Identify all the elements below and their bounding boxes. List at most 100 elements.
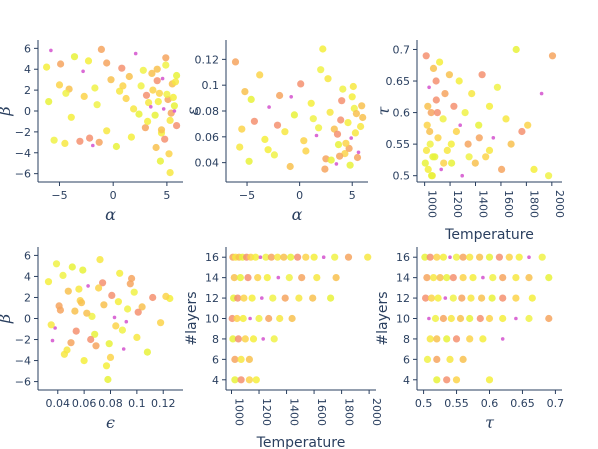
data-point: [83, 309, 91, 317]
x-tick-label: 0.5: [415, 397, 433, 410]
data-point: [298, 274, 306, 282]
data-point: [270, 335, 278, 343]
data-point: [433, 355, 441, 363]
data-point: [307, 99, 315, 107]
data-point: [485, 102, 494, 110]
data-point: [337, 116, 345, 124]
data-point: [294, 253, 302, 261]
data-point: [309, 294, 317, 302]
data-point: [256, 71, 264, 79]
data-point: [476, 253, 484, 261]
data-point: [334, 141, 343, 149]
data-point: [169, 93, 177, 101]
y-tick-label: −6: [15, 168, 31, 181]
x-tick-label: 0.1: [128, 397, 146, 410]
data-point: [241, 88, 249, 96]
data-point: [436, 274, 444, 282]
data-point: [466, 314, 474, 323]
y-tick-label: 6: [403, 353, 410, 366]
y-tick-label: 0.65: [386, 75, 411, 88]
data-point: [252, 376, 260, 384]
data-point: [97, 45, 105, 54]
data-point: [452, 376, 461, 384]
data-point: [485, 253, 494, 261]
data-point: [317, 66, 325, 74]
data-point: [452, 127, 460, 136]
y-tick-label: 4: [212, 374, 219, 387]
data-point: [166, 169, 174, 177]
data-point: [349, 82, 357, 91]
data-point: [124, 319, 129, 324]
y-tick-label: 6: [24, 249, 31, 262]
y-tick-label: 16: [205, 251, 219, 264]
data-point: [267, 105, 271, 109]
data-point: [478, 71, 486, 79]
data-point: [475, 134, 483, 142]
data-point: [426, 140, 434, 148]
data-point: [156, 157, 164, 165]
y-tick-label: −2: [15, 334, 31, 347]
data-point: [424, 102, 432, 110]
data-point: [245, 355, 253, 363]
y-tick-label: 0: [24, 105, 31, 118]
data-point: [91, 330, 99, 338]
data-point: [432, 77, 440, 85]
subplot-5: 4 6 8 10 12 14 16 1000 1200 1400 1600 1800 2000 Tempe…: [184, 247, 383, 449]
data-point: [80, 92, 88, 100]
y-tick-label: 0: [24, 313, 31, 326]
x-tick-label: −5: [239, 189, 255, 202]
data-point: [261, 135, 269, 143]
x-axis-label: α: [105, 205, 116, 224]
data-point: [138, 303, 146, 311]
data-point: [352, 110, 360, 118]
data-point: [149, 86, 157, 94]
data-point: [118, 326, 126, 334]
data-point: [525, 274, 533, 282]
data-point: [260, 296, 264, 300]
data-point: [332, 274, 340, 282]
data-point: [116, 269, 124, 277]
data-point: [148, 69, 156, 77]
x-tick-label: 0.06: [72, 397, 97, 410]
data-point: [144, 117, 152, 125]
data-point: [122, 94, 130, 103]
data-point: [244, 274, 252, 282]
y-tick-label: 6: [212, 353, 219, 366]
data-point: [310, 253, 318, 261]
data-point: [135, 110, 143, 118]
data-point: [276, 275, 281, 280]
data-point: [427, 294, 436, 302]
data-point: [458, 123, 463, 127]
data-point: [157, 319, 165, 327]
data-point: [149, 105, 153, 109]
data-point: [460, 173, 465, 178]
y-tick-label: 10: [205, 313, 219, 326]
data-point: [145, 99, 153, 107]
data-point: [127, 133, 135, 141]
data-point: [351, 129, 359, 137]
data-point: [43, 63, 51, 71]
data-point: [67, 113, 75, 121]
data-point: [548, 52, 557, 60]
data-point: [433, 376, 441, 384]
data-point: [466, 335, 474, 343]
data-point: [63, 346, 71, 354]
subplot-3: 0.5 0.55 0.6 0.65 0.7 1000 1200 1400 1600 1800 200…: [374, 40, 566, 243]
data-point: [344, 253, 353, 261]
data-point: [280, 253, 288, 261]
x-tick-label: 1400: [288, 398, 301, 426]
data-point: [524, 121, 532, 129]
subplot-2: 0.04 0.06 0.08 0.1 0.12 −5 0 5 α ε: [183, 40, 368, 224]
x-axis-label: Temperature: [444, 227, 534, 243]
data-point: [478, 294, 486, 302]
data-point: [250, 117, 258, 125]
data-point: [112, 142, 120, 151]
data-point: [327, 156, 335, 164]
data-point: [84, 57, 93, 65]
data-point: [75, 285, 83, 293]
data-point: [429, 64, 438, 72]
data-point: [321, 255, 326, 259]
data-point: [326, 108, 334, 116]
data-point: [357, 122, 365, 131]
data-point: [333, 130, 342, 138]
